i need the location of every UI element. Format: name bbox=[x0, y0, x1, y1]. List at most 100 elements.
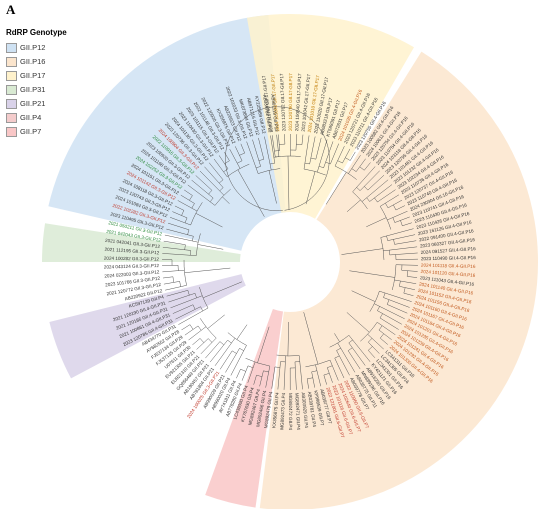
tree-branch bbox=[184, 189, 193, 196]
tree-branch bbox=[187, 229, 190, 235]
genotype-sector bbox=[42, 223, 241, 262]
legend-item: GII.P4 bbox=[6, 111, 68, 124]
tree-branch bbox=[387, 234, 416, 241]
tree-branch bbox=[403, 287, 406, 294]
legend-swatch bbox=[6, 98, 17, 109]
legend-label: GII.P4 bbox=[20, 113, 42, 122]
genotype-sector bbox=[246, 13, 414, 219]
tree-branch bbox=[393, 204, 397, 211]
tip-label: 2024 091527 GII.4-GII.P16 bbox=[420, 246, 476, 255]
tree-branch bbox=[172, 211, 188, 219]
tree-branch bbox=[247, 365, 254, 368]
tree-branch bbox=[348, 342, 366, 366]
tree-branch bbox=[240, 368, 246, 372]
tree-branch bbox=[192, 338, 201, 346]
tip-label: KP998539 GII.P7 bbox=[313, 390, 325, 426]
tree-branch bbox=[263, 370, 269, 373]
tree-branch bbox=[236, 324, 248, 340]
tree-branch bbox=[368, 341, 380, 354]
tree-branch bbox=[394, 216, 410, 223]
tree-branch bbox=[196, 338, 209, 350]
tree-branch bbox=[323, 374, 327, 385]
tree-branch bbox=[287, 321, 289, 356]
tree-branch bbox=[304, 162, 310, 165]
tree-branch bbox=[224, 160, 230, 164]
tree-branch bbox=[181, 210, 185, 216]
tree-branch bbox=[377, 322, 396, 335]
legend-item: GII.P7 bbox=[6, 125, 68, 138]
tree-branch bbox=[327, 365, 333, 368]
tree-branch bbox=[298, 355, 303, 390]
tree-branch bbox=[265, 366, 271, 388]
tree-branch bbox=[383, 246, 418, 252]
tree-branch bbox=[401, 270, 418, 272]
tree-branch bbox=[259, 370, 264, 387]
tree-branch bbox=[199, 287, 209, 309]
tree-branch bbox=[274, 150, 280, 152]
tree-branch bbox=[336, 347, 341, 351]
tree-branch bbox=[387, 304, 408, 314]
tree-branch bbox=[337, 342, 356, 373]
tip-label: 2024 043124 GII.3-GII.P12 bbox=[104, 263, 160, 270]
tree-branch bbox=[392, 264, 397, 291]
tree-branch bbox=[366, 197, 370, 202]
legend-swatch bbox=[6, 126, 17, 137]
tree-branch bbox=[380, 194, 400, 207]
tree-branch bbox=[258, 137, 265, 160]
tree-branch bbox=[271, 366, 276, 389]
tree-branch bbox=[258, 159, 264, 161]
tree-branch bbox=[347, 347, 353, 351]
tree-branch bbox=[399, 280, 401, 287]
tree-branch bbox=[202, 281, 243, 299]
tree-branch bbox=[348, 335, 371, 362]
tree-branch bbox=[190, 202, 203, 226]
tree-branch bbox=[394, 279, 417, 284]
tree-branch bbox=[355, 158, 366, 172]
tree-branch bbox=[311, 370, 317, 373]
tree-branch bbox=[377, 310, 402, 325]
tree-branch bbox=[184, 244, 186, 250]
tree-branch bbox=[207, 314, 225, 329]
tree-branch bbox=[407, 276, 418, 278]
tree-branch bbox=[200, 337, 217, 355]
tree-branch bbox=[199, 170, 225, 196]
tree-branch bbox=[172, 276, 175, 283]
tree-branch bbox=[253, 375, 257, 385]
tree-branch bbox=[237, 160, 243, 164]
tree-branch bbox=[386, 299, 390, 305]
tree-branch bbox=[303, 135, 310, 170]
tree-branch bbox=[359, 166, 365, 171]
tree-branch bbox=[369, 291, 380, 312]
tip-label: 2021 112195 GII.3-GII.P12 bbox=[104, 247, 159, 256]
legend-title: RdRP Genotype bbox=[6, 28, 67, 37]
tree-branch bbox=[395, 205, 406, 211]
tree-branch bbox=[342, 148, 351, 164]
tree-branch bbox=[191, 203, 195, 209]
tree-branch bbox=[188, 326, 207, 341]
tree-branch bbox=[223, 168, 229, 173]
tree-branch bbox=[334, 355, 340, 359]
tree-branch bbox=[179, 281, 181, 287]
tree-branch bbox=[368, 346, 373, 351]
tree-branch bbox=[364, 186, 369, 191]
tip-label: MG892471 GII.P4 bbox=[294, 393, 301, 431]
tree-branch bbox=[199, 338, 205, 343]
tree-branch bbox=[315, 137, 322, 160]
tree-branch bbox=[346, 312, 370, 333]
tree-branch bbox=[219, 187, 224, 192]
legend-swatch bbox=[6, 84, 17, 95]
tree-branch bbox=[241, 365, 249, 381]
tree-branch bbox=[163, 281, 180, 285]
tip-label: 2024 100540 GII.17-GII.P17 bbox=[294, 73, 302, 131]
tree-branch bbox=[165, 285, 187, 291]
tree-branch bbox=[315, 364, 322, 387]
tree-branch bbox=[168, 293, 196, 303]
tip-label: 2023 060327 GII.4-GII.P16 bbox=[420, 237, 476, 249]
tree-branch bbox=[239, 348, 244, 351]
tree-branch bbox=[178, 307, 209, 325]
legend-label: GII.P17 bbox=[20, 71, 46, 80]
tree-branch bbox=[294, 361, 297, 390]
tree-branch bbox=[197, 244, 224, 250]
tree-branch bbox=[276, 134, 280, 157]
tree-branch bbox=[180, 194, 195, 204]
